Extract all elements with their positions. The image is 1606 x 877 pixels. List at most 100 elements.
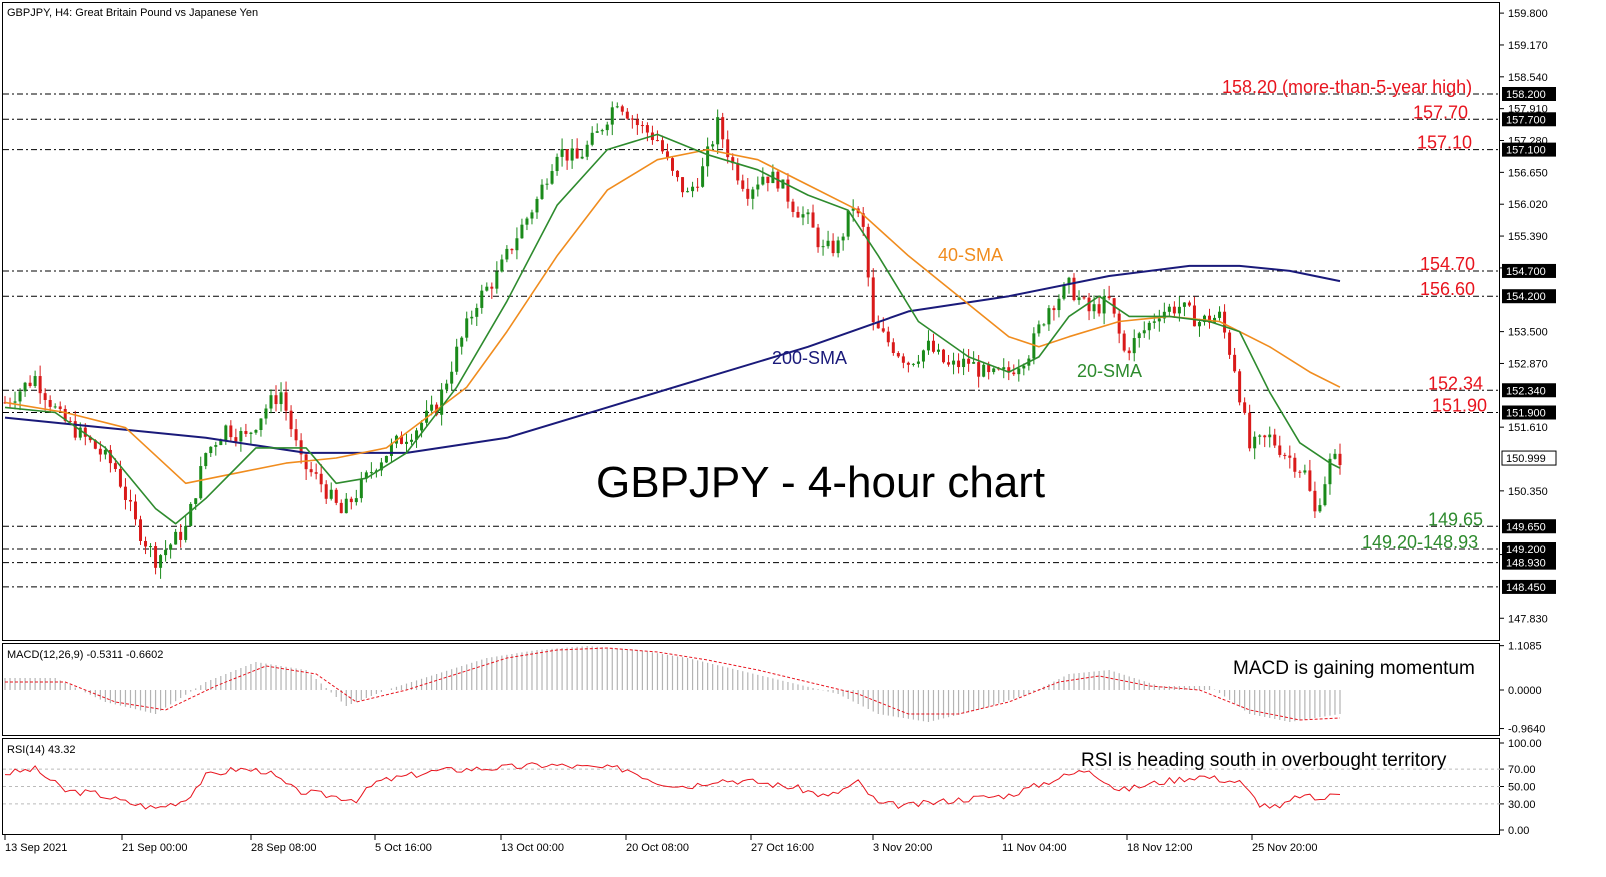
candle-body — [324, 484, 328, 499]
candle-body — [144, 540, 148, 547]
candle-body — [1067, 277, 1071, 285]
candle-body — [1298, 471, 1302, 473]
candle-body — [1202, 315, 1206, 323]
candle-body — [18, 391, 22, 402]
candle-body — [93, 440, 97, 449]
candle-body — [455, 346, 459, 372]
candle-body — [1223, 311, 1227, 333]
candle-body — [1197, 322, 1201, 327]
candle-body — [184, 525, 188, 540]
rsi-tick-label: 100.00 — [1508, 738, 1542, 750]
candle-body — [645, 125, 649, 133]
candle-body — [972, 362, 976, 364]
candle-body — [841, 236, 845, 241]
candle-body — [565, 149, 569, 161]
candle-body — [936, 349, 940, 352]
candle-body — [264, 408, 268, 419]
candle-body — [982, 364, 986, 377]
candle-body — [78, 427, 82, 438]
time-tick-label: 25 Nov 20:00 — [1252, 842, 1317, 854]
sma40-line — [4, 148, 1341, 485]
time-tick-label: 27 Oct 16:00 — [751, 842, 814, 854]
candle-body — [1313, 490, 1317, 512]
candle-body — [520, 224, 524, 239]
candle-body — [344, 498, 348, 514]
candle-body — [219, 440, 223, 446]
candle-body — [625, 111, 629, 119]
time-axis: 13 Sep 2021 21 Sep 00:00 28 Sep 08:00 5 Oct… — [4, 835, 1317, 854]
candle-body — [63, 408, 67, 421]
candle-body — [660, 140, 664, 152]
macd-tick-label: 0.0000 — [1508, 685, 1542, 697]
level-price-label: 152.340 — [1506, 385, 1546, 397]
level-labels: 158.200 158.20 (more-than-5-year high) 157… — [1222, 77, 1557, 594]
candle-body — [911, 363, 915, 365]
candle-body — [921, 350, 925, 362]
candle-body — [415, 430, 419, 440]
candle-body — [108, 449, 112, 464]
candle-body — [1087, 297, 1091, 312]
level-price-box — [1502, 289, 1556, 304]
candle-body — [1142, 330, 1146, 334]
candle-body — [1323, 484, 1327, 506]
chart-big-title: GBPJPY - 4-hour chart — [596, 458, 1045, 507]
candle-body — [655, 140, 659, 142]
candle-body — [1002, 367, 1006, 370]
price-tick-label: 152.870 — [1508, 358, 1548, 370]
level-note: 157.10 — [1417, 133, 1472, 153]
candle-body — [309, 469, 313, 473]
candle-body — [1208, 315, 1212, 323]
time-tick-label: 21 Sep 00:00 — [122, 842, 187, 854]
candle-body — [279, 392, 283, 405]
candle-body — [756, 184, 760, 190]
candle-body — [349, 498, 353, 503]
candle-body — [1132, 338, 1136, 354]
candle-body — [460, 337, 464, 347]
candle-body — [209, 446, 213, 454]
candle-body — [545, 183, 549, 185]
candle-body — [254, 429, 258, 433]
candle-body — [901, 356, 905, 363]
candle-body — [1012, 372, 1016, 375]
candle-body — [450, 371, 454, 384]
moving-averages — [4, 133, 1341, 525]
candle-body — [505, 248, 509, 260]
rsi-line — [4, 762, 1341, 810]
candle-body — [916, 361, 920, 364]
candle-body — [1167, 306, 1171, 312]
candle-body — [580, 156, 584, 159]
macd-header: MACD(12,26,9) -0.5311 -0.6602 — [7, 649, 163, 661]
candle-body — [706, 146, 710, 167]
candle-body — [1177, 306, 1181, 314]
level-price-label: 157.100 — [1506, 145, 1546, 157]
candle-body — [149, 546, 153, 548]
candle-body — [1283, 454, 1287, 456]
candle-body — [1077, 297, 1081, 301]
candle-body — [1097, 304, 1101, 314]
candle-body — [1328, 458, 1332, 485]
candle-body — [13, 401, 17, 403]
candle-body — [319, 473, 323, 485]
candle-body — [174, 531, 178, 545]
candle-body — [881, 328, 885, 332]
level-price-label: 154.700 — [1506, 266, 1546, 278]
candle-body — [420, 422, 424, 431]
candle-body — [540, 184, 544, 199]
candle-body — [871, 277, 875, 323]
candle-body — [896, 352, 900, 357]
candle-body — [1042, 324, 1046, 326]
candle-body — [701, 166, 705, 187]
candle-body — [314, 472, 318, 474]
candle-body — [806, 212, 810, 215]
level-note: 152.34 — [1428, 373, 1483, 393]
rsi-series: 100.00 70.00 50.00 30.00 0.00 — [3, 738, 1542, 837]
candle-body — [169, 544, 173, 550]
candle-body — [294, 429, 298, 441]
candle-body — [475, 307, 479, 317]
level-note: 151.90 — [1432, 396, 1487, 416]
level-price-label: 151.900 — [1506, 408, 1546, 420]
candle-body — [595, 131, 599, 133]
candle-body — [289, 410, 293, 430]
candle-body — [691, 186, 695, 192]
